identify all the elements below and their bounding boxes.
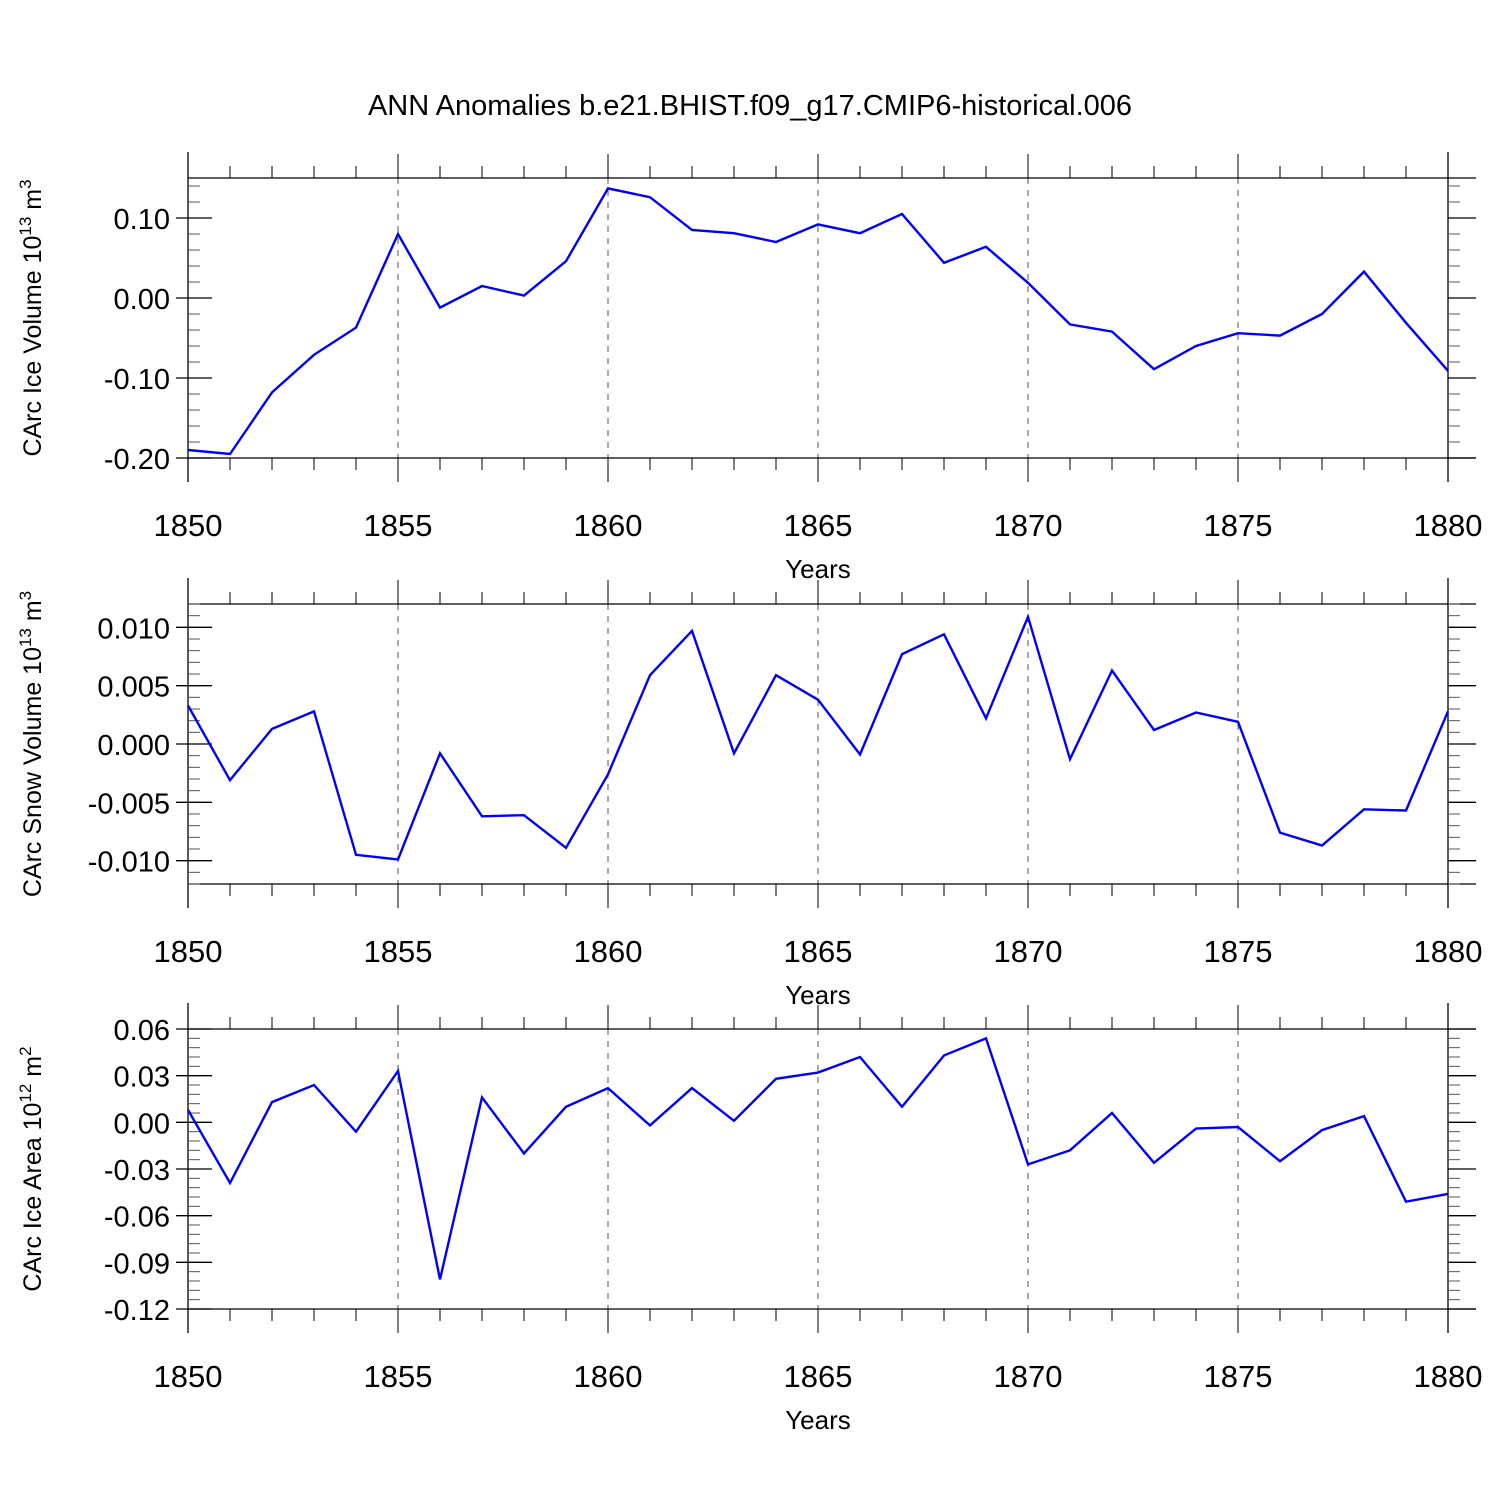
y-axis-label-base: CArc Snow Volume 10 <box>19 647 47 897</box>
panel-ice-volume: -0.20 -0.10 0.00 0.10 1850 1855 1860 1865 1870 18… <box>16 152 1482 584</box>
x-tick-label: 1855 <box>364 508 433 543</box>
y-tick-label: 0.10 <box>114 204 170 236</box>
y-axis-label-unit: m <box>19 189 47 217</box>
y-axis-label: CArc Ice Volume 1013 m3 <box>16 179 47 456</box>
x-tick-label: 1855 <box>364 1359 433 1394</box>
y-tick-label: -0.005 <box>88 788 170 820</box>
y-tick-label: 0.000 <box>97 730 170 762</box>
x-tick-label: 1880 <box>1414 1359 1483 1394</box>
y-axis-label: CArc Snow Volume 1013 m3 <box>16 591 47 897</box>
y-axis-label-base: CArc Ice Volume 10 <box>19 236 47 457</box>
y-axis-label-unit-exponent: 3 <box>16 591 35 600</box>
x-axis-label: Years <box>785 1405 851 1435</box>
x-tick-label: 1860 <box>574 934 643 969</box>
x-tick-label: 1875 <box>1204 508 1273 543</box>
y-tick-label: 0.010 <box>97 613 170 645</box>
x-tick-label: 1870 <box>994 934 1063 969</box>
figure-title: ANN Anomalies b.e21.BHIST.f09_g17.CMIP6-… <box>368 90 1132 122</box>
x-tick-label: 1880 <box>1414 934 1483 969</box>
x-tick-label: 1865 <box>784 1359 853 1394</box>
y-tick-label: -0.06 <box>104 1202 170 1234</box>
y-axis-label-exponent: 13 <box>16 628 35 647</box>
x-tick-label: 1860 <box>574 508 643 543</box>
y-tick-label: -0.09 <box>104 1248 170 1280</box>
x-tick-label: 1865 <box>784 934 853 969</box>
y-axis-label-exponent: 13 <box>16 217 35 236</box>
y-tick-label: 0.00 <box>114 284 170 316</box>
x-tick-label: 1850 <box>154 934 223 969</box>
y-tick-label: -0.20 <box>104 444 170 476</box>
y-tick-label: -0.03 <box>104 1155 170 1187</box>
x-tick-label: 1850 <box>154 1359 223 1394</box>
y-axis-label-unit: m <box>19 600 47 628</box>
y-tick-label: -0.10 <box>104 364 170 396</box>
y-tick-label: -0.12 <box>104 1295 170 1327</box>
x-tick-label: 1855 <box>364 934 433 969</box>
y-tick-label: 0.06 <box>114 1015 170 1047</box>
x-tick-label: 1860 <box>574 1359 643 1394</box>
x-tick-label: 1870 <box>994 1359 1063 1394</box>
x-tick-label: 1870 <box>994 508 1063 543</box>
x-tick-label: 1875 <box>1204 1359 1273 1394</box>
x-tick-label: 1865 <box>784 508 853 543</box>
y-tick-label: 0.03 <box>114 1062 170 1094</box>
y-tick-label: 0.005 <box>97 672 170 704</box>
x-axis-label: Years <box>785 554 851 584</box>
y-axis-label: CArc Ice Area 1012 m2 <box>16 1046 47 1291</box>
panel-ice-area: -0.12 -0.09 -0.06 -0.03 0.00 0.03 0.06 1850 1855… <box>16 1003 1482 1435</box>
y-axis-label-unit: m <box>19 1056 47 1084</box>
y-axis-label-exponent: 12 <box>16 1084 35 1103</box>
x-tick-label: 1875 <box>1204 934 1273 969</box>
x-tick-label: 1850 <box>154 508 223 543</box>
y-axis-label-base: CArc Ice Area 10 <box>19 1103 47 1292</box>
y-axis-label-unit-exponent: 3 <box>16 179 35 188</box>
panel-snow-volume: -0.010 -0.005 0.000 0.005 0.010 1850 1855 1860 1… <box>16 578 1482 1010</box>
y-tick-label: 0.00 <box>114 1108 170 1140</box>
x-tick-label: 1880 <box>1414 508 1483 543</box>
y-tick-label: -0.010 <box>88 847 170 879</box>
y-axis-label-unit-exponent: 2 <box>16 1046 35 1055</box>
